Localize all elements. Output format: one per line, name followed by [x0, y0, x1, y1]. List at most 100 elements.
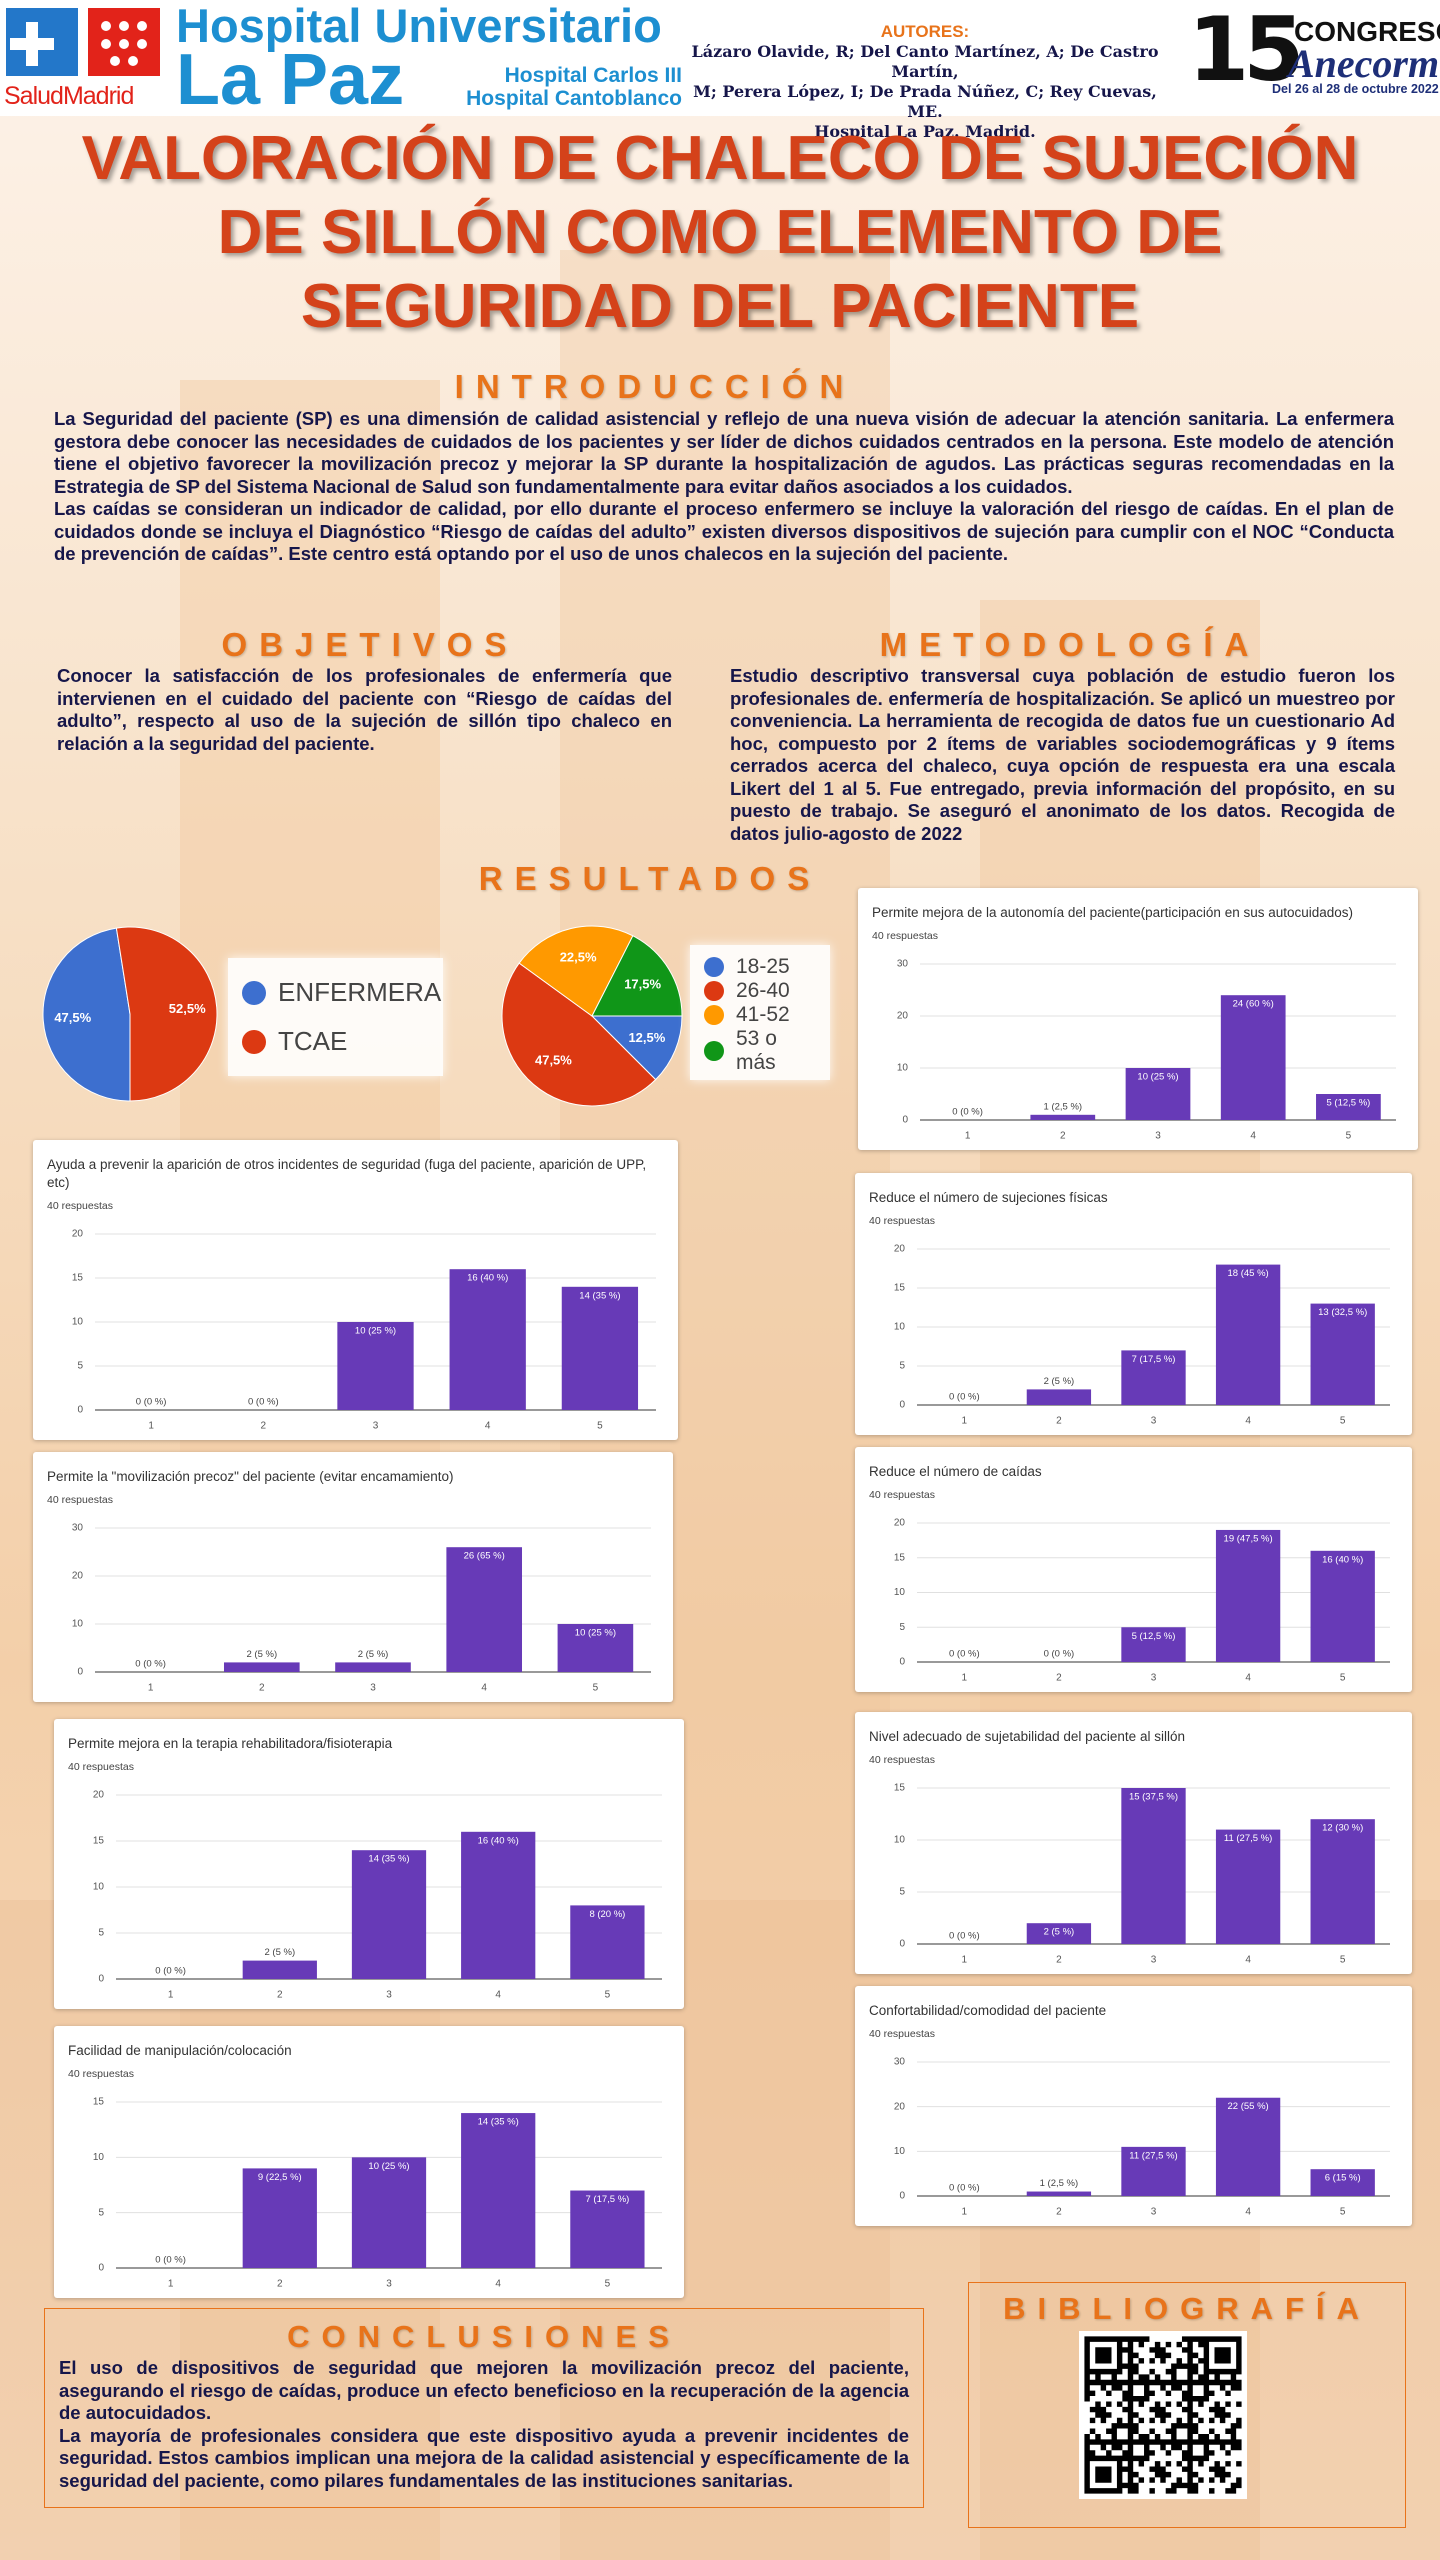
x-tick-label: 1	[962, 1955, 968, 1966]
bar-chart: 0 5 10 15 20 0 (0 %) 1 0 (0 %) 2 10 (25 %) 3 16 (40…	[72, 1229, 656, 1432]
x-tick-label: 5	[1340, 2207, 1346, 2218]
bar-chart-card: Permite mejora de la autonomía del pacie…	[858, 888, 1418, 1150]
pie-value-label: 17,5%	[624, 976, 661, 991]
value-label: 0 (0 %)	[949, 1392, 980, 1403]
pie-value-label: 47,5%	[535, 1053, 572, 1068]
bar-chart: 0 10 20 30 0 (0 %) 1 1 (2,5 %) 2 10 (25 %) 3 24 (6…	[897, 959, 1396, 1142]
qr-modules	[1084, 2336, 1242, 2494]
legend-label: 41-52	[736, 1003, 790, 1026]
legend-entry: TCAE	[242, 1026, 429, 1057]
methodology-text: Estudio descriptivo transversal cuya pob…	[730, 665, 1395, 844]
x-tick-label: 4	[1245, 1955, 1251, 1966]
bar	[557, 1624, 634, 1672]
bar-chart: 0 5 10 15 20 0 (0 %) 1 0 (0 %) 2 5 (12,5 %) 3 19 (4…	[894, 1518, 1390, 1684]
y-tick-label: 30	[894, 2057, 906, 2068]
x-tick-label: 1	[148, 1421, 154, 1432]
bar	[1310, 2169, 1375, 2196]
paragraph: Las caídas se consideran un indicador de…	[54, 498, 1394, 564]
bar	[1310, 1550, 1375, 1662]
bar	[1125, 1068, 1191, 1120]
chart-title: Permite mejora de la autonomía del pacie…	[872, 905, 1354, 920]
y-tick-label: 20	[897, 1011, 909, 1022]
logo-madrid	[6, 8, 160, 76]
qr-code[interactable]	[1079, 2331, 1247, 2499]
chart-title: Permite mejora en la terapia rehabilitad…	[68, 1736, 393, 1751]
hospital-site: Hospital Cantoblanco	[466, 87, 682, 110]
congress-logo: 15 CONGRESO Anecorm Del 26 al 28 de octu…	[1184, 0, 1440, 104]
authors-label: AUTORES:	[880, 22, 970, 41]
value-label: 11 (27,5 %)	[1224, 1833, 1272, 1844]
value-label: 0 (0 %)	[949, 1931, 980, 1942]
y-tick-label: 10	[93, 1882, 105, 1893]
x-tick-label: 4	[495, 2279, 501, 2290]
bar	[351, 1850, 427, 1979]
x-tick-label: 2	[259, 1683, 265, 1694]
y-tick-label: 5	[77, 1361, 83, 1372]
legend-swatch	[242, 980, 266, 1005]
legend-label: ENFERMERA	[278, 977, 442, 1007]
legend-swatch	[704, 1041, 724, 1061]
bar	[1316, 1094, 1381, 1120]
value-label: 16 (40 %)	[1322, 1554, 1363, 1565]
bar	[449, 1269, 526, 1410]
authors-list: Lázaro Olavide, R; Del Canto Martínez, A…	[685, 42, 1165, 142]
x-tick-label: 5	[1346, 1131, 1352, 1142]
value-label: 22 (55 %)	[1228, 2101, 1269, 2112]
pie-slice	[518, 925, 634, 1017]
value-label: 0 (0 %)	[949, 1649, 980, 1660]
x-tick-label: 5	[1340, 1673, 1346, 1684]
y-tick-label: 15	[894, 1552, 906, 1563]
bar-chart-card: Confortabilidad/comodidad del paciente 40…	[855, 1986, 1412, 2226]
author-line: Hospital La Paz. Madrid.	[814, 122, 1036, 141]
logo-text: SaludMadrid	[4, 82, 134, 110]
x-tick-label: 4	[1250, 1131, 1256, 1142]
bar	[1026, 1389, 1092, 1405]
value-label: 0 (0 %)	[248, 1397, 279, 1408]
value-label: 9 (22,5 %)	[258, 2172, 302, 2183]
bar	[242, 1960, 317, 1979]
y-tick-label: 30	[897, 959, 909, 970]
hospital-site: Hospital Carlos III	[504, 64, 682, 87]
chart-subtitle: 40 respuestas	[68, 2068, 134, 2080]
x-tick-label: 1	[965, 1131, 971, 1142]
x-tick-label: 2	[261, 1421, 267, 1432]
title-line: SEGURIDAD DEL PACIENTE	[300, 272, 1140, 341]
bar-chart: 0 5 10 15 20 0 (0 %) 1 2 (5 %) 2 7 (17,5 %) 3 18 (4…	[894, 1244, 1390, 1427]
chart-subtitle: 40 respuestas	[869, 1489, 935, 1501]
bar	[1030, 1114, 1096, 1120]
bar-chart: 0 5 10 15 0 (0 %) 1 9 (22,5 %) 2 10 (25 %) 3 14 (3…	[93, 2097, 662, 2290]
y-tick-label: 20	[894, 2101, 906, 2112]
pie-value-label: 52,5%	[169, 1001, 206, 1016]
bar-chart: 0 10 20 30 0 (0 %) 1 2 (5 %) 2 2 (5 %) 3 26 (65 %)…	[72, 1523, 651, 1694]
x-tick-label: 4	[495, 1990, 501, 2001]
paragraph: La mayoría de profesionales considera qu…	[59, 2424, 909, 2491]
x-tick-label: 2	[1056, 2207, 1062, 2218]
x-tick-label: 3	[373, 1421, 379, 1432]
pie-value-label: 47,5%	[54, 1010, 91, 1025]
pie-value-label: 12,5%	[628, 1030, 665, 1045]
y-tick-label: 0	[77, 1405, 83, 1416]
legend: 18-25 26-40 41-52 53 o más	[690, 945, 830, 1080]
congress-dates: Del 26 al 28 de octubre 2022	[1272, 82, 1439, 96]
pie-chart: 12,5% 47,5% 22,5% 17,5%	[501, 925, 683, 1107]
chart-subtitle: 40 respuestas	[869, 1215, 935, 1227]
pie-slice	[590, 1015, 683, 1081]
bar	[1121, 1350, 1186, 1405]
value-label: 14 (35 %)	[478, 2117, 519, 2128]
chart-subtitle: 40 respuestas	[869, 2028, 935, 2040]
value-label: 8 (20 %)	[589, 1909, 625, 1920]
x-tick-label: 1	[168, 1990, 174, 2001]
chart-subtitle: 40 respuestas	[47, 1494, 113, 1506]
y-tick-label: 20	[72, 1571, 84, 1582]
y-tick-label: 10	[93, 2152, 105, 2163]
bar	[461, 2113, 536, 2268]
bar	[242, 2168, 317, 2268]
paragraph: El uso de dispositivos de seguridad que …	[59, 2357, 909, 2423]
pie-slice	[501, 962, 657, 1107]
legend-swatch	[704, 957, 724, 977]
chart-title: Confortabilidad/comodidad del paciente	[869, 2003, 1107, 2018]
bar-chart-card: Reduce el número de sujeciones físicas 40…	[855, 1173, 1412, 1435]
x-tick-label: 3	[386, 1990, 392, 2001]
x-tick-label: 4	[485, 1421, 491, 1432]
